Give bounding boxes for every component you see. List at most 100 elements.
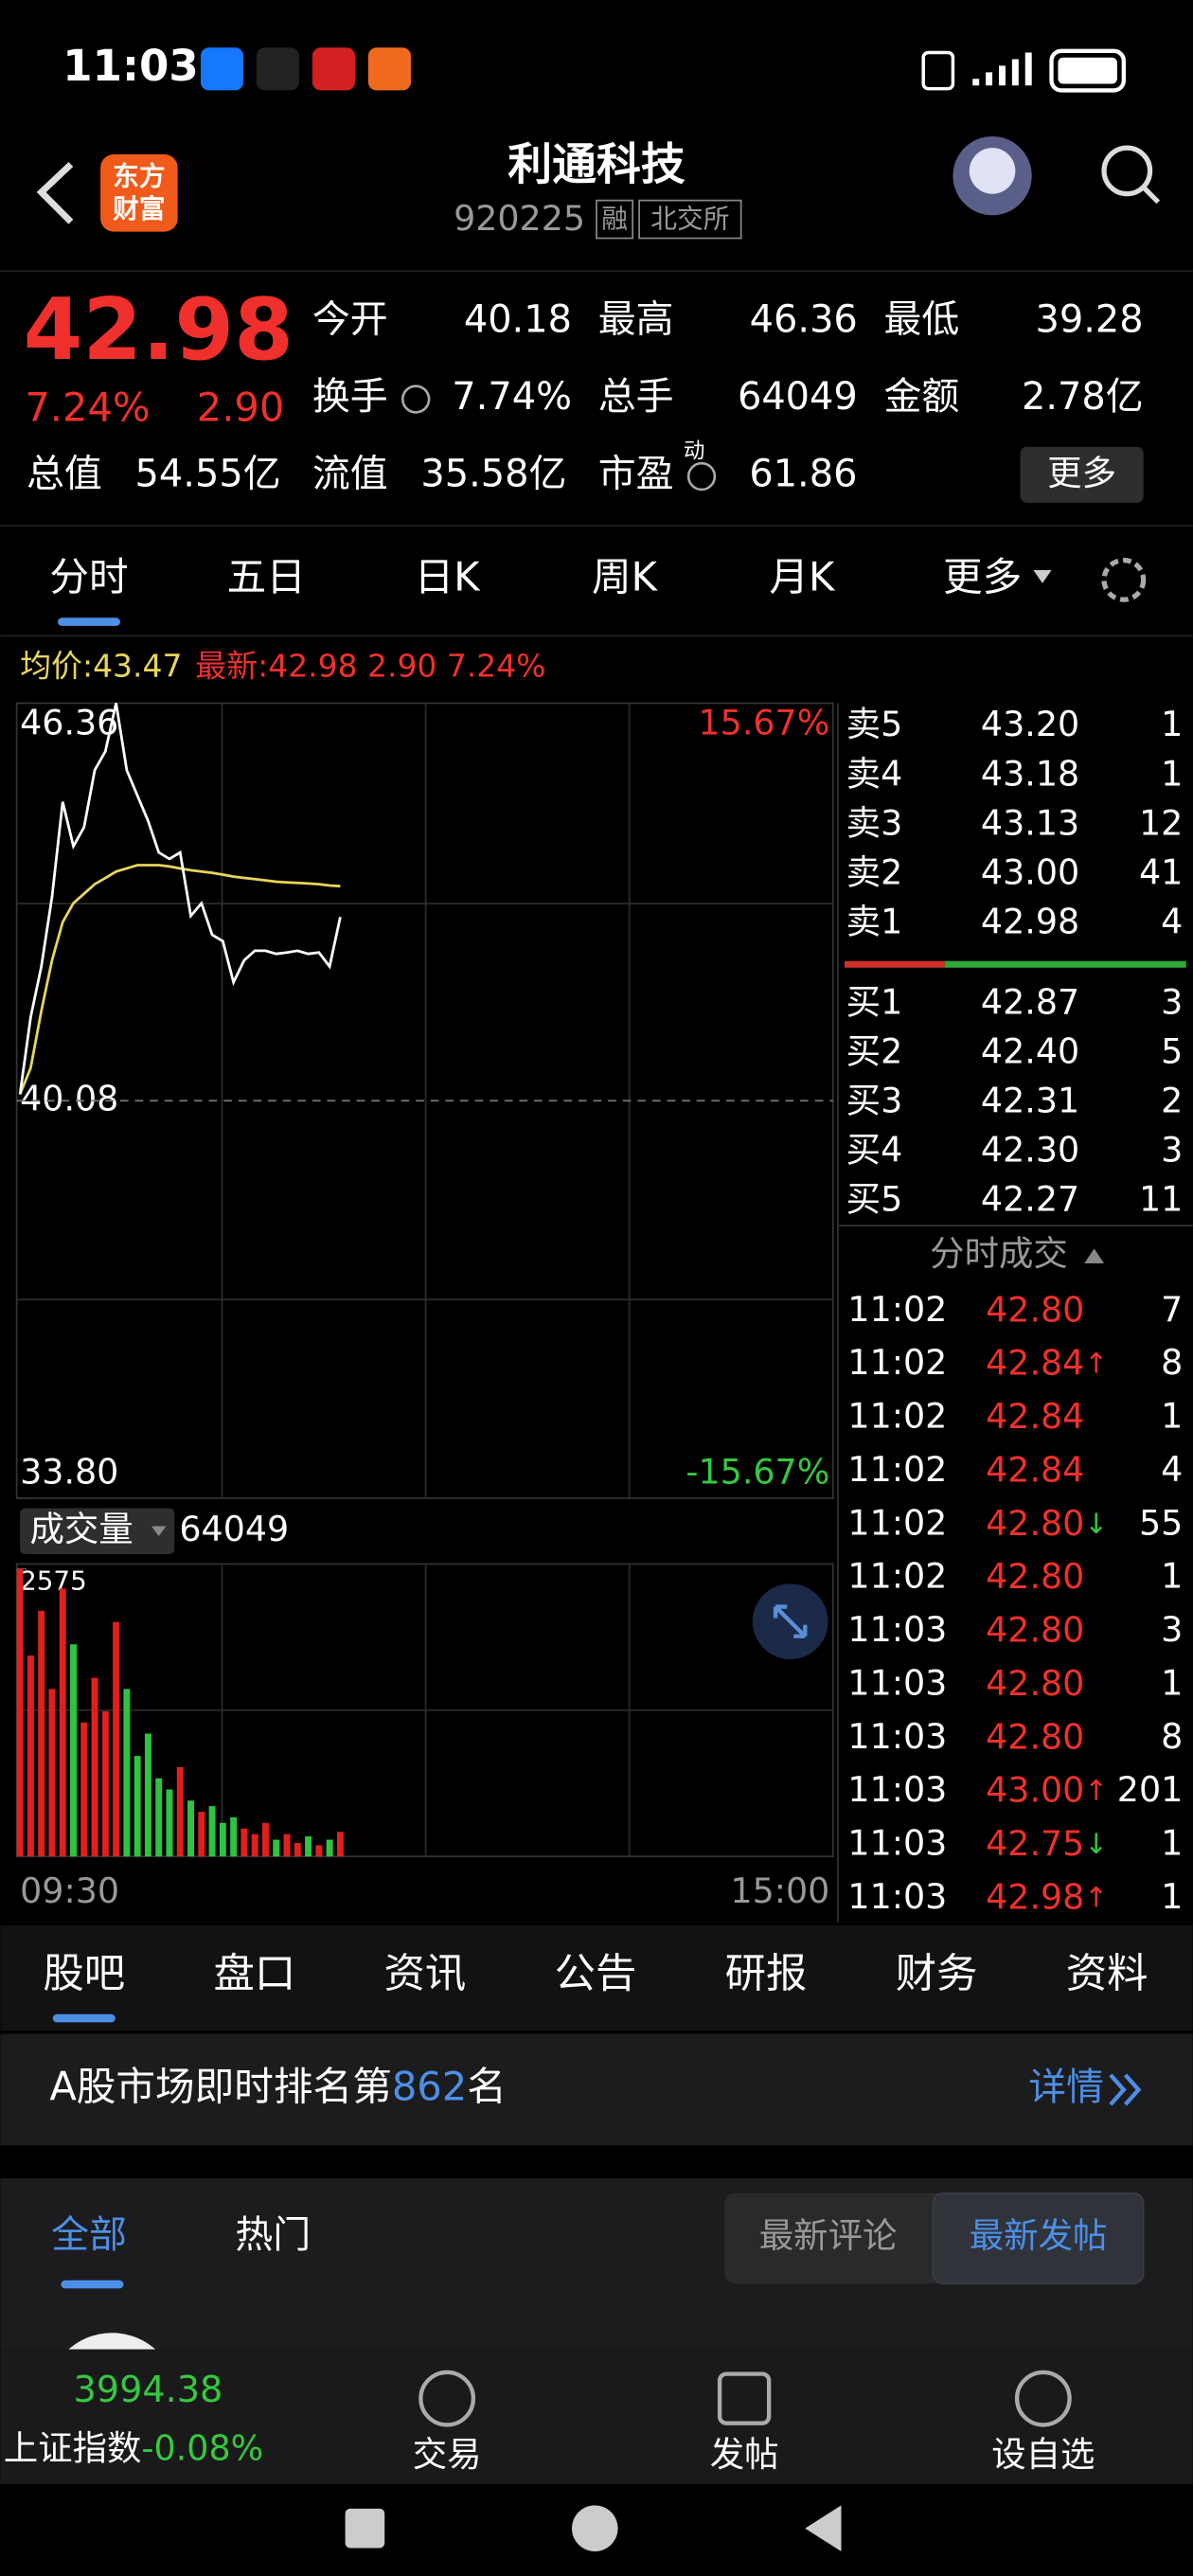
volume-bar	[134, 1756, 141, 1857]
tag-box	[596, 199, 634, 240]
book-volume: 1	[1161, 704, 1183, 744]
volume-bar	[27, 1655, 34, 1857]
volume-bar	[240, 1828, 248, 1857]
settings-button[interactable]	[1101, 557, 1147, 602]
stats: 今开 40.18 最高 46.36 最低 39.28 换手 7.74% 总手 64049 金额 2.7…	[27, 298, 1144, 496]
section-tab[interactable]: 股吧	[43, 1950, 125, 1997]
index-name: 上证指数	[4, 2427, 142, 2468]
trade-price: 42.80	[986, 1716, 1084, 1757]
volume-selector[interactable]	[20, 1508, 175, 1555]
trade-volume: 201	[1117, 1769, 1183, 1810]
section-tab[interactable]: 研报	[725, 1950, 808, 1997]
book-label: 买5	[846, 1179, 903, 1220]
book-label: 卖3	[846, 802, 903, 843]
chart-tab[interactable]: 月K	[769, 553, 836, 599]
action[interactable]: 交易	[413, 2434, 482, 2475]
trade-time: 11:02	[847, 1396, 947, 1437]
detail-link[interactable]: 详情	[1028, 2066, 1104, 2109]
volume-bar	[16, 1568, 24, 1857]
volume-bar	[208, 1806, 216, 1857]
sort-option[interactable]: 最新评论	[759, 2215, 898, 2256]
book-volume: 12	[1139, 802, 1183, 843]
trade-time: 11:02	[847, 1449, 947, 1490]
section-tab[interactable]: 资讯	[384, 1950, 467, 1997]
post-icon	[717, 2371, 772, 2425]
stat-label: 换手	[312, 375, 388, 419]
time-label: 15:00	[730, 1870, 829, 1911]
bottom-bar	[0, 2349, 1193, 2484]
search-button[interactable]	[1101, 145, 1153, 197]
book-volume: 4	[1161, 901, 1183, 941]
stat-label: 金额	[884, 375, 960, 419]
chart-tab[interactable]: 五日	[227, 553, 306, 599]
section-tab[interactable]: 公告	[555, 1950, 637, 1997]
feed-tab[interactable]: 热门	[235, 2213, 311, 2257]
trade-price-value: 42.80	[986, 1716, 1084, 1757]
battery-level	[1058, 57, 1117, 84]
trade-price-value: 42.80	[986, 1289, 1084, 1330]
trade-time: 11:02	[847, 1342, 947, 1383]
trade-volume: 1	[1161, 1662, 1183, 1703]
trade-price-value: 43.00	[986, 1769, 1084, 1810]
trade-price: 42.80	[986, 1289, 1084, 1330]
trade-arrow: ↓	[1084, 1507, 1108, 1539]
sort-option[interactable]: 最新发帖	[970, 2215, 1108, 2256]
section-tab[interactable]: 盘口	[213, 1950, 295, 1997]
trade-time: 11:02	[847, 1556, 947, 1597]
clock: 11:03	[62, 41, 199, 91]
back-button[interactable]	[36, 161, 74, 224]
volume-bar	[219, 1822, 226, 1857]
book-label: 卖1	[846, 901, 903, 941]
rank-bar	[0, 2033, 1193, 2146]
trade-volume: 1	[1161, 1396, 1183, 1437]
trade-price-value: 42.80	[986, 1662, 1084, 1703]
chart-tab[interactable]: 周K	[592, 553, 659, 599]
volume-bar	[251, 1834, 258, 1857]
section-tabs: 股吧 盘口 资讯 公告 研报 财务 资料	[43, 1950, 1148, 2023]
battery-icon	[1049, 48, 1127, 93]
chart-tab[interactable]: 日K	[415, 553, 482, 599]
trades-title: 分时成交	[930, 1233, 1068, 1274]
latest-label: 最新:	[195, 647, 268, 684]
section-tab[interactable]: 财务	[896, 1950, 978, 1997]
book-price: 42.27	[981, 1179, 1079, 1220]
action[interactable]: 设自选	[991, 2434, 1095, 2475]
book-volume: 3	[1161, 981, 1183, 1022]
trade-price-value: 42.75	[986, 1823, 1084, 1864]
nav-back[interactable]	[805, 2505, 842, 2551]
section-tab[interactable]: 资料	[1066, 1950, 1148, 1997]
stat-label: 总手	[598, 375, 674, 419]
volume-bar	[283, 1834, 291, 1857]
logo-text: 财富	[113, 193, 166, 224]
section-tabs-bg	[0, 1925, 1193, 2031]
trade-price-value: 42.98	[986, 1876, 1084, 1917]
trade-price: 42.84	[986, 1396, 1084, 1437]
index-change: -0.08%	[141, 2427, 263, 2468]
chart-tab[interactable]: 更多	[943, 553, 1022, 599]
volume-bar	[144, 1733, 151, 1857]
nav-home[interactable]	[571, 2505, 618, 2551]
book-volume: 11	[1139, 1179, 1183, 1220]
more-button[interactable]	[1020, 446, 1144, 503]
nav-recent[interactable]	[345, 2508, 385, 2549]
action[interactable]: 发帖	[710, 2434, 779, 2475]
trade-price-value: 42.80	[986, 1502, 1084, 1543]
book-label: 买1	[846, 981, 903, 1022]
change-pct: 7.24%	[25, 385, 150, 431]
chart-tab[interactable]: 分时	[49, 553, 128, 599]
feed-tab[interactable]: 全部	[51, 2213, 127, 2257]
last-price: 42.98	[24, 280, 294, 380]
info-line: 均价:43.47 最新:42.98 2.90 7.24%	[20, 647, 545, 684]
book-volume: 3	[1161, 1130, 1183, 1171]
stat-label: 最低	[884, 298, 960, 342]
trade-arrow: ↓	[1084, 1828, 1108, 1860]
watch-icon	[1014, 2370, 1072, 2427]
stat-value: 64049	[738, 375, 858, 419]
stat-value: 7.74%	[452, 375, 572, 419]
volume-label: 成交量	[30, 1509, 134, 1549]
volume-bar	[155, 1778, 163, 1857]
trade-price: 42.75↓	[986, 1823, 1108, 1864]
stat-value: 54.55亿	[135, 453, 281, 496]
